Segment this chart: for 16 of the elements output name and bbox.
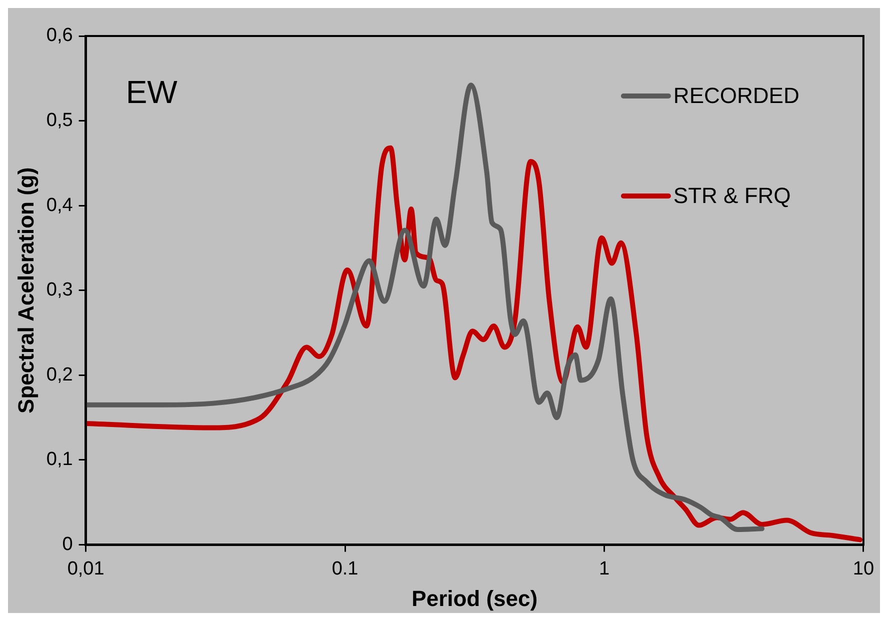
text: EW: [126, 74, 178, 110]
y-axis-title: Spectral Aceleration (g): [13, 167, 38, 414]
y-tick-label: 0,3: [46, 280, 73, 301]
x-tick-label: 10: [852, 558, 874, 580]
y-tick-label: 0,4: [46, 194, 74, 216]
x-tick-label: 1: [598, 558, 610, 580]
legend-label: RECORDED: [673, 83, 800, 108]
y-tick-label: 0: [62, 534, 73, 556]
y-tick-label: 0,2: [46, 364, 73, 386]
y-tick-label: 0,5: [46, 110, 73, 132]
y-tick-label: 0,6: [46, 25, 73, 46]
legend-label: STR & FRQ: [673, 183, 791, 208]
x-axis-title: Period (sec): [412, 586, 538, 611]
x-tick-label: 0,01: [67, 558, 104, 580]
y-tick-label: 0,1: [46, 449, 73, 470]
x-tick-label: 0.1: [332, 558, 358, 580]
